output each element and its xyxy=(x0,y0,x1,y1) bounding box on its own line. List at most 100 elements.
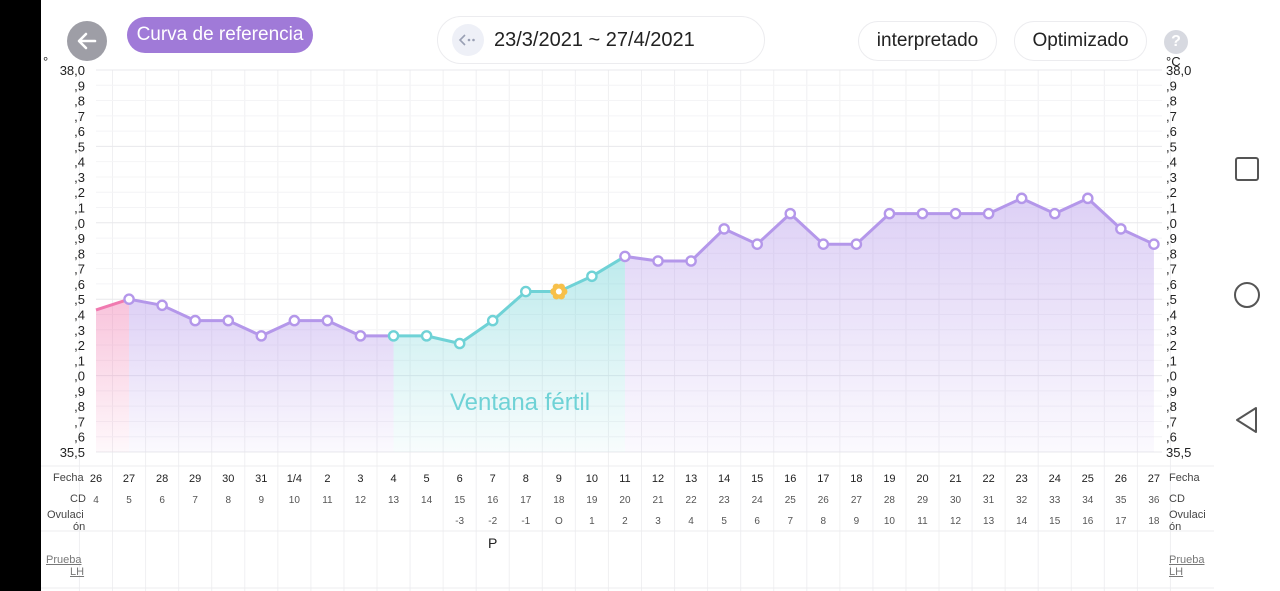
lh-test-label-right-2[interactable]: LH xyxy=(1169,566,1184,578)
ovulation-center xyxy=(555,288,562,295)
date-label: 26 xyxy=(1115,473,1127,485)
y-tick-label-right: ,7 xyxy=(1166,414,1177,429)
y-tick-label-right: 38,0 xyxy=(1166,63,1191,78)
cycle-day-label: 11 xyxy=(322,495,333,506)
date-label: 23 xyxy=(1016,473,1028,485)
date-label: 8 xyxy=(523,473,529,485)
ovulation-day-label: -1 xyxy=(521,516,530,527)
ovulation-row-label-1: Ovulaci xyxy=(47,509,84,521)
bbt-chart: 35,5 35,5,6,6,7,7,8,8,9,9,0,0,1,1,2,2,3,3… xyxy=(41,54,1214,591)
temperature-point xyxy=(949,207,962,220)
date-label: 2 xyxy=(324,473,330,485)
y-tick-label-right: ,4 xyxy=(1166,155,1177,170)
date-label: 30 xyxy=(222,473,234,485)
temperature-point xyxy=(123,293,135,306)
cycle-day-label: 7 xyxy=(192,495,198,506)
y-tick-label-left: ,2 xyxy=(74,338,85,353)
reference-curve-button[interactable]: Curva de referencia xyxy=(127,17,313,53)
y-tick-label-right: ,8 xyxy=(1166,94,1177,109)
y-tick-label-left: ,5 xyxy=(74,292,85,307)
interpreted-button[interactable]: interpretado xyxy=(858,21,997,61)
home-button[interactable] xyxy=(1214,265,1280,325)
temperature-point xyxy=(1148,238,1160,250)
lh-test-label-left-2[interactable]: LH xyxy=(70,566,85,578)
ovulation-day-label: 18 xyxy=(1148,516,1160,527)
temperature-point xyxy=(982,207,995,220)
lh-test-result: P xyxy=(488,535,497,551)
y-tick-label-right: ,5 xyxy=(1166,139,1177,154)
cycle-day-label: 4 xyxy=(93,495,99,506)
y-tick-label-right: ,2 xyxy=(1166,185,1177,200)
y-tick-label-left: 38,0 xyxy=(60,63,85,78)
y-tick-label-left: ,6 xyxy=(74,430,85,445)
date-label: 17 xyxy=(817,473,829,485)
cycle-day-label: 22 xyxy=(686,495,698,506)
date-label: 12 xyxy=(652,473,664,485)
cycle-day-label: 19 xyxy=(586,495,598,506)
date-label: 14 xyxy=(718,473,730,485)
cycle-day-label: 31 xyxy=(983,495,995,506)
cycle-day-label: 23 xyxy=(719,495,731,506)
recents-button[interactable] xyxy=(1214,139,1280,199)
ovulation-marker xyxy=(550,283,568,300)
temperature-point xyxy=(387,330,400,342)
optimized-button[interactable]: Optimizado xyxy=(1014,21,1147,61)
y-tick-label-right: ,8 xyxy=(1166,399,1177,414)
android-nav-bar xyxy=(1214,0,1280,591)
temperature-point xyxy=(189,314,201,327)
date-label: 4 xyxy=(390,473,396,485)
y-tick-label-left: ,8 xyxy=(74,399,85,414)
cycle-day-label: 15 xyxy=(454,495,466,506)
ovulation-day-label: 5 xyxy=(721,516,727,527)
cycle-day-label: 28 xyxy=(884,495,896,506)
unit-label-right: °C xyxy=(1166,54,1181,69)
temperature-point xyxy=(685,255,697,267)
y-tick-label-left: ,7 xyxy=(74,262,85,277)
ovulation-day-label: 6 xyxy=(754,516,760,527)
temperature-point xyxy=(519,285,532,298)
help-icon[interactable]: ? xyxy=(1164,30,1188,54)
date-label: 13 xyxy=(685,473,697,485)
temperature-point xyxy=(453,337,466,350)
y-tick-label-right: ,7 xyxy=(1166,262,1177,277)
date-label: 31 xyxy=(255,473,267,485)
area-pre-fertile xyxy=(129,299,394,452)
y-tick-label-right: ,9 xyxy=(1166,231,1177,246)
back-button[interactable] xyxy=(67,21,107,61)
y-tick-label-right: ,1 xyxy=(1166,353,1177,368)
cycle-day-label: 27 xyxy=(851,495,863,506)
y-tick-label-right: ,1 xyxy=(1166,201,1177,216)
cycle-day-label: 10 xyxy=(289,495,301,506)
y-tick-label-right: ,0 xyxy=(1166,216,1177,231)
ovulation-day-label: 8 xyxy=(821,516,827,527)
temperature-point xyxy=(850,238,863,250)
temperature-point xyxy=(883,207,896,220)
fecha-row-label-right: Fecha xyxy=(1169,472,1200,484)
cycle-day-label: 17 xyxy=(520,495,532,506)
lh-test-label-right[interactable]: Prueba xyxy=(1169,554,1205,566)
y-tick-label-right: ,8 xyxy=(1166,246,1177,261)
cycle-day-label: 26 xyxy=(818,495,830,506)
cycle-day-label: 24 xyxy=(752,495,764,506)
ovulation-day-label: O xyxy=(555,516,563,527)
temperature-point xyxy=(1115,223,1127,235)
fertile-window-label: Ventana fértil xyxy=(450,389,590,416)
y-tick-label-right: ,0 xyxy=(1166,369,1177,384)
lh-test-label-left[interactable]: Prueba xyxy=(46,554,82,566)
y-tick-label-left: ,0 xyxy=(74,216,85,231)
ovulation-day-label: 17 xyxy=(1115,516,1127,527)
date-label: 9 xyxy=(556,473,562,485)
date-label: 16 xyxy=(784,473,796,485)
arrow-left-icon xyxy=(77,32,97,50)
collapse-arrows-icon xyxy=(452,24,484,56)
ovulation-day-label: 1 xyxy=(589,516,595,527)
temperature-point xyxy=(1015,192,1028,205)
date-label: 7 xyxy=(490,473,496,485)
ovulation-row-label-2: ón xyxy=(73,521,86,533)
y-tick-label-left: ,2 xyxy=(74,185,85,200)
system-back-button[interactable] xyxy=(1214,390,1280,450)
y-tick-label-left: ,8 xyxy=(74,94,85,109)
date-range-selector[interactable]: 23/3/2021 ~ 27/4/2021 xyxy=(437,16,765,64)
y-tick-label-right: 35,5 xyxy=(1166,445,1191,460)
ovulation-row-label-right-1: Ovulaci xyxy=(1169,509,1206,521)
